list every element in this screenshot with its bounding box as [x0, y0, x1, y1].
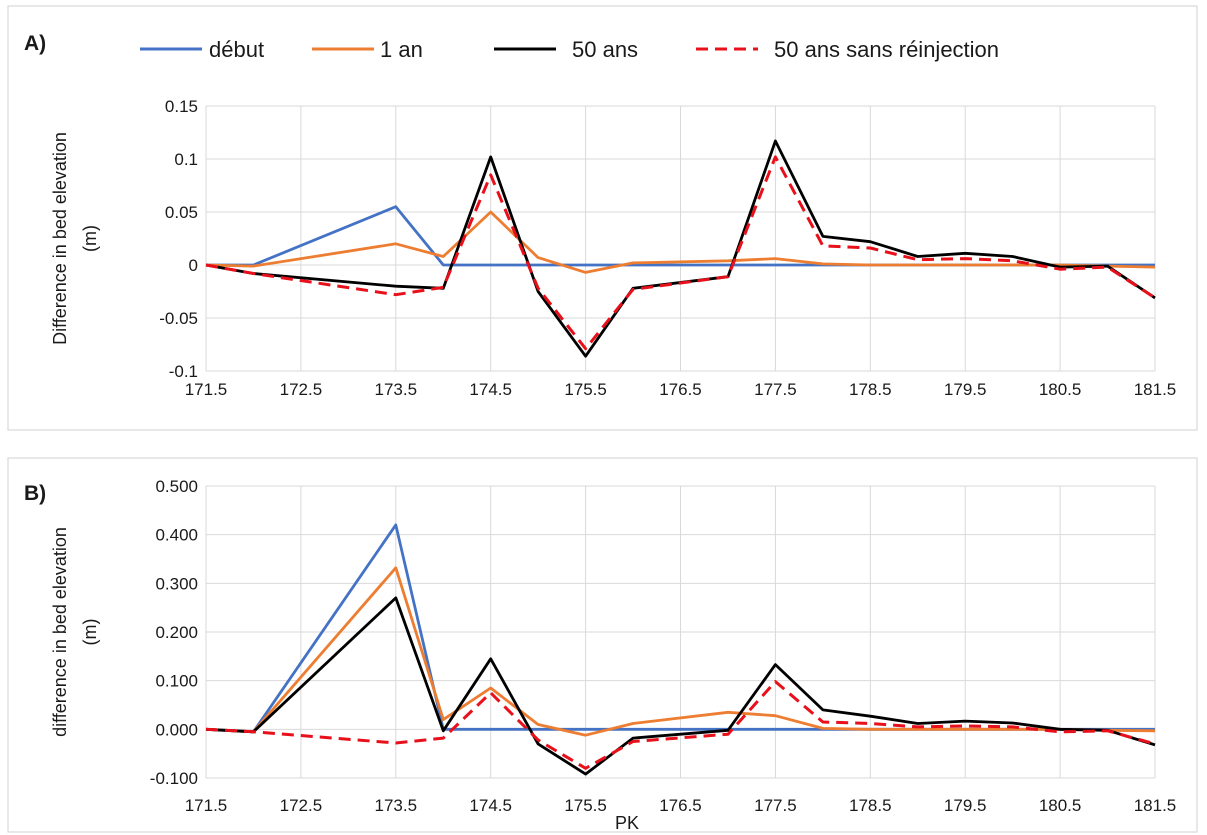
y-tick-label: 0.1 — [174, 150, 198, 169]
y-axis-label: (m) — [80, 619, 100, 646]
x-axis-label: PK — [615, 813, 639, 833]
x-tick-label: 175.5 — [564, 380, 607, 399]
y-axis-label: Difference in bed elevation — [50, 132, 70, 345]
series-line-50-ans-sans-reinjection — [205, 680, 1156, 770]
x-tick-label: 176.5 — [659, 380, 702, 399]
x-tick-label: 172.5 — [280, 796, 323, 815]
x-tick-label: 175.5 — [564, 796, 607, 815]
y-tick-label: 0.200 — [155, 623, 198, 642]
x-tick-label: 177.5 — [754, 380, 797, 399]
y-tick-label: -0.100 — [150, 769, 198, 788]
x-tick-label: 177.5 — [754, 796, 797, 815]
x-tick-label: 176.5 — [659, 796, 702, 815]
x-tick-label: 178.5 — [849, 796, 892, 815]
x-tick-label: 181.5 — [1134, 380, 1177, 399]
y-tick-label: 0.000 — [155, 720, 198, 739]
legend-label: 50 ans sans réinjection — [774, 37, 999, 62]
panel-b: B) -0.100 0.000 0.100 0.200 0.300 0.400 0.500 17… — [7, 457, 1198, 833]
y-tick-label: 0.500 — [155, 477, 198, 496]
legend-label: 1 an — [380, 37, 423, 62]
y-tick-label: 0.15 — [165, 97, 198, 116]
x-tick-label: 179.5 — [944, 380, 987, 399]
y-tick-label: 0.05 — [165, 203, 198, 222]
x-tick-label: 179.5 — [944, 796, 987, 815]
y-tick-label: -0.05 — [159, 309, 198, 328]
series-line-50-ans — [205, 596, 1156, 776]
y-tick-label: 0.400 — [155, 526, 198, 545]
y-axis-label: (m) — [80, 225, 100, 252]
x-tick-label: 171.5 — [185, 796, 228, 815]
x-tick-label: 174.5 — [469, 796, 512, 815]
y-tick-label: 0.300 — [155, 574, 198, 593]
series-line-50-ans-sans-reinjection — [205, 155, 1156, 351]
series-line-1-an — [205, 566, 1156, 737]
y-tick-label: -0.1 — [169, 362, 198, 381]
x-tick-label: 171.5 — [185, 380, 228, 399]
y-tick-label: 0.100 — [155, 672, 198, 691]
y-tick-label: 0 — [189, 256, 198, 275]
x-tick-label: 174.5 — [469, 380, 512, 399]
legend-label: 50 ans — [572, 37, 638, 62]
legend-label: début — [209, 37, 264, 62]
x-tick-label: 181.5 — [1134, 796, 1177, 815]
panel-label: A) — [24, 32, 46, 55]
x-tick-label: 178.5 — [849, 380, 892, 399]
series-line-1-an — [205, 210, 1156, 274]
x-tick-label: 172.5 — [280, 380, 323, 399]
x-tick-label: 180.5 — [1039, 796, 1082, 815]
y-axis-label: difference in bed elevation — [50, 527, 70, 737]
x-tick-label: 173.5 — [375, 380, 418, 399]
panel-label: B) — [24, 482, 46, 505]
x-tick-label: 173.5 — [375, 796, 418, 815]
panel-a: A) -0.1 -0.05 0 0.05 0.1 0.15 171.5 172.5 173.5 17… — [7, 5, 1198, 431]
x-tick-label: 180.5 — [1039, 380, 1082, 399]
